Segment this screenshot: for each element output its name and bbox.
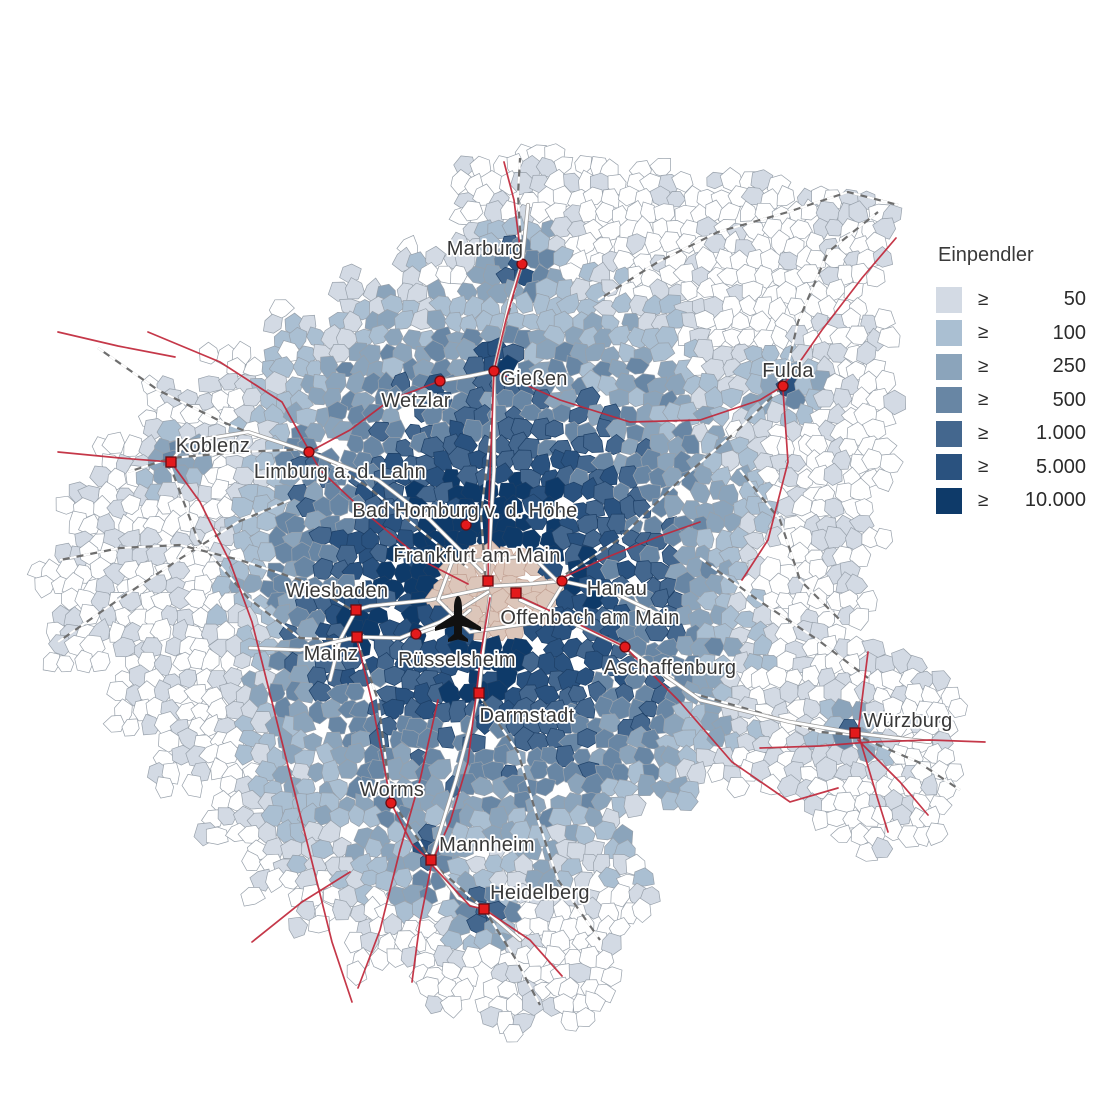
geq-symbol: ≥ — [978, 288, 989, 310]
city-label-wiesbaden: Wiesbaden — [286, 580, 389, 602]
city-marker-heidelberg — [478, 903, 490, 915]
legend-row: ≥ 10.000 — [936, 484, 1086, 518]
legend-swatch — [936, 320, 962, 347]
city-marker-mainz — [351, 631, 363, 643]
legend-title: Einpendler — [938, 244, 1034, 266]
legend-row: ≥ 250 — [936, 350, 1086, 384]
airplane-icon — [435, 596, 481, 642]
legend-swatch — [936, 353, 962, 380]
city-marker-mannheim — [425, 854, 437, 866]
geq-symbol: ≥ — [978, 355, 989, 377]
city-label-darmstadt: Darmstadt — [480, 705, 575, 727]
legend-swatch — [936, 420, 962, 447]
legend-value: 1.000 — [1035, 422, 1086, 445]
legend-row: ≥ 5.000 — [936, 451, 1086, 485]
city-layer: Marburg Wetzlar Gießen Fulda KoblenzLimburg … — [165, 236, 954, 915]
city-label-mainz: Mainz — [304, 643, 359, 665]
legend-row: ≥ 500 — [936, 384, 1086, 418]
city-marker-rüsselsheim — [410, 628, 422, 640]
city-marker-worms — [385, 797, 397, 809]
city-marker-hanau — [556, 575, 568, 587]
city-label-bad-homburg-v-d-höhe: Bad Homburg v. d. Höhe — [352, 500, 577, 522]
geq-symbol: ≥ — [978, 422, 989, 444]
city-label-worms: Worms — [360, 779, 424, 801]
city-marker-gießen — [488, 365, 500, 377]
city-marker-wetzlar — [434, 375, 446, 387]
city-marker-frankfurt-am-main — [482, 575, 494, 587]
city-label-heidelberg: Heidelberg — [490, 882, 590, 904]
railway-lines — [57, 157, 961, 1006]
legend-swatch — [936, 387, 962, 414]
city-label-frankfurt-am-main: Frankfurt am Main — [393, 545, 560, 567]
city-label-limburg-a-d-lahn: Limburg a. d. Lahn — [254, 461, 426, 483]
city-marker-koblenz — [165, 456, 177, 468]
geq-symbol: ≥ — [978, 389, 989, 411]
legend-swatch — [936, 286, 962, 313]
legend-value: 100 — [1052, 321, 1086, 344]
geq-symbol: ≥ — [978, 456, 989, 478]
legend-row: ≥ 100 — [936, 317, 1086, 351]
city-label-wetzlar: Wetzlar — [381, 390, 451, 412]
legend-value: 500 — [1052, 388, 1086, 411]
city-label-marburg: Marburg — [447, 238, 524, 260]
city-label-aschaffenburg: Aschaffenburg — [604, 657, 737, 679]
legend-value: 10.000 — [1024, 489, 1086, 512]
geq-symbol: ≥ — [978, 489, 989, 511]
city-marker-aschaffenburg — [619, 641, 631, 653]
legend-value: 50 — [1063, 288, 1086, 311]
municipality-mosaic — [26, 143, 968, 1043]
city-label-mannheim: Mannheim — [439, 834, 535, 856]
city-label-rüsselsheim: Rüsselsheim — [398, 649, 516, 671]
legend-row: ≥ 1.000 — [936, 417, 1086, 451]
legend: Einpendler ≥ 50 ≥ 100 ≥ 250 ≥ 500 ≥ 1.00… — [936, 244, 1086, 518]
city-label-gießen: Gießen — [500, 368, 567, 390]
city-marker-offenbach-am-main — [510, 587, 522, 599]
legend-swatch — [936, 487, 962, 514]
legend-row: ≥ 50 — [936, 283, 1086, 317]
city-label-offenbach-am-main: Offenbach am Main — [500, 607, 679, 629]
city-marker-marburg — [516, 258, 528, 270]
city-marker-würzburg — [849, 727, 861, 739]
city-marker-wiesbaden — [350, 604, 362, 616]
legend-value: 250 — [1052, 355, 1086, 378]
city-marker-bad-homburg-v-d-höhe — [460, 519, 472, 531]
city-marker-darmstadt — [473, 687, 485, 699]
legend-value: 5.000 — [1035, 455, 1086, 478]
city-label-fulda: Fulda — [762, 360, 814, 382]
city-marker-limburg-a-d-lahn — [303, 446, 315, 458]
city-marker-fulda — [777, 380, 789, 392]
city-label-hanau: Hanau — [587, 578, 647, 600]
city-label-koblenz: Koblenz — [176, 435, 250, 457]
geq-symbol: ≥ — [978, 322, 989, 344]
legend-swatch — [936, 454, 962, 481]
city-label-würzburg: Würzburg — [863, 710, 952, 732]
